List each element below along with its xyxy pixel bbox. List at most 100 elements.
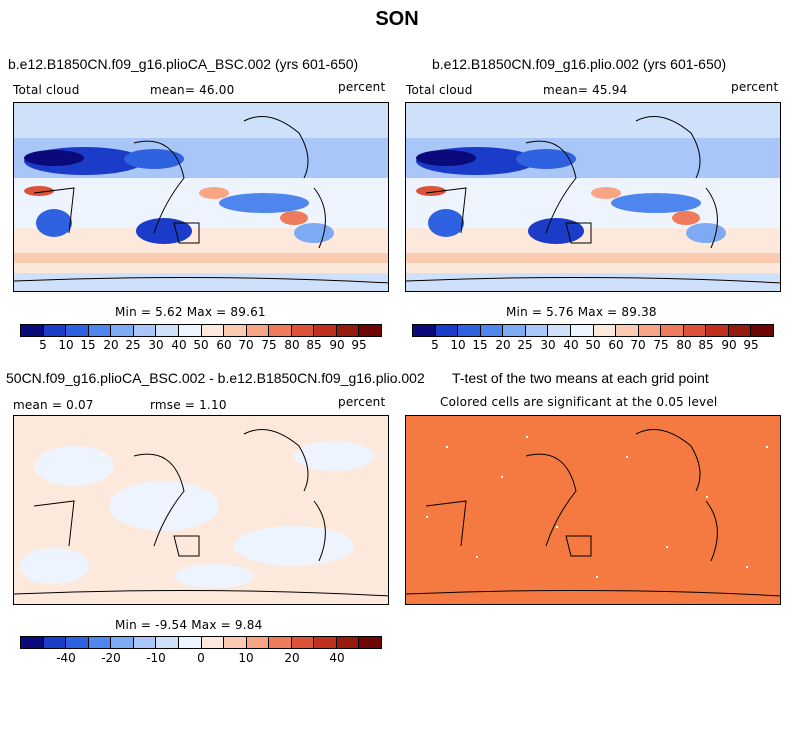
colorbar-swatch [133,325,157,336]
colorbar-tick-label: 20 [495,338,511,352]
colorbar-swatch [593,325,617,336]
panel2-min-max: Min = 5.76 Max = 89.38 [506,305,657,319]
colorbar-swatch [133,637,157,648]
figure-title: SON [375,8,419,30]
colorbar-swatch [314,325,337,336]
panel3-title: 50CN.f09_g16.plioCA_BSC.002 - b.e12.B185… [6,370,425,386]
colorbar-tick-label: 10 [58,338,74,352]
colorbar-swatch [291,325,315,336]
panel4-subtitle: Colored cells are significant at the 0.0… [440,395,718,409]
panel1-title: b.e12.B1850CN.f09_g16.plioCA_BSC.002 (yr… [8,56,359,72]
panel2-mean: mean= 45.94 [543,83,628,97]
colorbar-swatch [66,325,89,336]
colorbar-tick-label: 10 [238,651,254,665]
panel3-colorbar [20,636,382,649]
panel3-mean: mean = 0.07 [13,398,94,412]
colorbar-tick-label: -10 [146,651,166,665]
colorbar-swatch [111,637,134,648]
colorbar-tick-label: 60 [608,338,624,352]
colorbar-swatch [224,637,247,648]
colorbar-tick-label: 75 [653,338,669,352]
colorbar-swatch [336,325,360,336]
panel2-units: percent [731,80,779,94]
panel3-units: percent [338,395,386,409]
colorbar-swatch [66,637,89,648]
colorbar-swatch [201,325,225,336]
colorbar-swatch [435,325,459,336]
colorbar-swatch [88,637,112,648]
colorbar-tick-label: 20 [284,651,300,665]
colorbar-tick-label: 25 [125,338,141,352]
colorbar-tick-label: -20 [101,651,121,665]
colorbar-swatch [706,325,729,336]
colorbar-swatch [548,325,571,336]
colorbar-tick-label: 40 [329,651,345,665]
colorbar-tick-label: 60 [216,338,232,352]
panel4-map [405,415,781,605]
colorbar-swatch [224,325,247,336]
colorbar-tick-label: 80 [676,338,692,352]
colorbar-swatch [638,325,662,336]
colorbar-swatch [570,325,594,336]
panel2-map [405,102,781,292]
panel4-ttest-map [406,416,780,604]
colorbar-tick-label: 40 [171,338,187,352]
colorbar-swatch [728,325,752,336]
colorbar-tick-label: 85 [306,338,322,352]
colorbar-tick-label: 30 [540,338,556,352]
colorbar-tick-label: 85 [698,338,714,352]
colorbar-tick-label: -40 [56,651,76,665]
colorbar-tick-label: 95 [351,338,367,352]
colorbar-tick-label: 90 [721,338,737,352]
panel3-map [13,415,389,605]
colorbar-swatch [269,325,292,336]
panel1-units: percent [338,80,386,94]
colorbar-swatch [201,637,225,648]
panel2-variable-label: Total cloud [406,83,473,97]
colorbar-swatch [21,637,44,648]
panel1-variable-label: Total cloud [13,83,80,97]
colorbar-swatch [661,325,684,336]
panel1-min-max: Min = 5.62 Max = 89.61 [115,305,266,319]
panel3-difference-map [14,416,388,604]
colorbar-swatch [413,325,436,336]
colorbar-swatch [751,325,773,336]
colorbar-tick-label: 10 [450,338,466,352]
panel3-rmse: rmse = 1.10 [150,398,227,412]
colorbar-swatch [156,325,179,336]
colorbar-tick-label: 90 [329,338,345,352]
panel1-map [13,102,389,292]
colorbar-tick-label: 15 [472,338,488,352]
colorbar-tick-label: 20 [103,338,119,352]
colorbar-swatch [156,637,179,648]
colorbar-swatch [246,325,270,336]
colorbar-tick-label: 70 [630,338,646,352]
panel2-cloud-map [406,103,780,291]
colorbar-tick-label: 50 [585,338,601,352]
panel1-mean: mean= 46.00 [150,83,235,97]
colorbar-tick-label: 5 [431,338,439,352]
colorbar-swatch [291,637,315,648]
colorbar-tick-label: 70 [238,338,254,352]
colorbar-swatch [336,637,360,648]
colorbar-tick-label: 95 [743,338,759,352]
colorbar-tick-label: 25 [517,338,533,352]
colorbar-swatch [616,325,639,336]
colorbar-tick-label: 0 [197,651,205,665]
colorbar-tick-label: 15 [80,338,96,352]
panel1-colorbar [20,324,382,337]
panel2-title: b.e12.B1850CN.f09_g16.plio.002 (yrs 601-… [432,56,727,72]
colorbar-swatch [111,325,134,336]
colorbar-tick-label: 50 [193,338,209,352]
colorbar-tick-label: 75 [261,338,277,352]
panel3-min-max: Min = -9.54 Max = 9.84 [115,618,263,632]
colorbar-swatch [246,637,270,648]
colorbar-swatch [269,637,292,648]
colorbar-swatch [21,325,44,336]
panel4-title: T-test of the two means at each grid poi… [452,370,709,386]
panel2-colorbar [412,324,774,337]
colorbar-swatch [525,325,549,336]
colorbar-swatch [43,637,67,648]
colorbar-swatch [480,325,504,336]
colorbar-tick-label: 30 [148,338,164,352]
